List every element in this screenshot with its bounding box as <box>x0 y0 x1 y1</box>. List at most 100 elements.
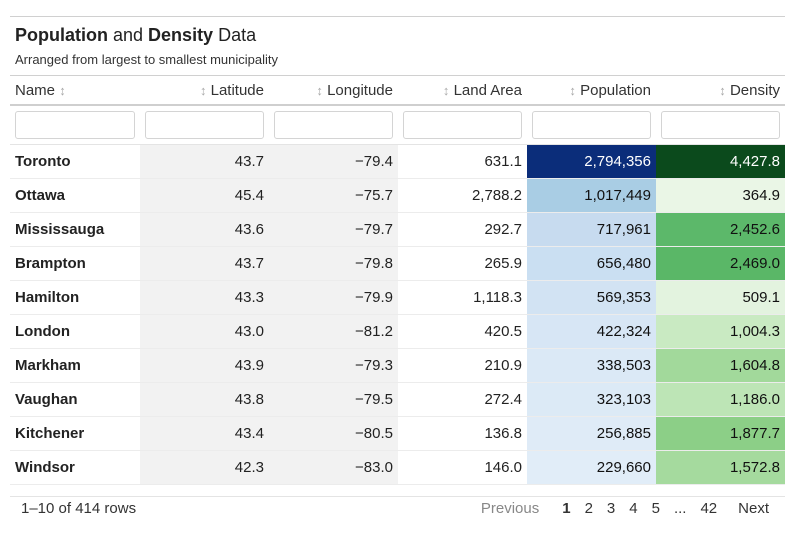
longitude-cell: −81.2 <box>269 314 398 349</box>
previous-page-button[interactable]: Previous <box>480 500 540 517</box>
table-row: Ottawa 45.4 −75.7 2,788.2 1,017,449 364.9 <box>10 178 785 213</box>
filter-cell <box>398 105 527 145</box>
latitude-cell: 43.4 <box>140 416 269 451</box>
city-name-cell: London <box>10 314 140 349</box>
density-cell: 1,877.7 <box>656 416 785 451</box>
title-data: Data <box>213 25 257 45</box>
table-row: Hamilton 43.3 −79.9 1,118.3 569,353 509.1 <box>10 280 785 315</box>
city-name-cell: Toronto <box>10 144 140 179</box>
city-name-cell: Ottawa <box>10 178 140 213</box>
sort-icon: ↕ <box>59 82 66 98</box>
page-button-5[interactable]: 5 <box>651 500 660 517</box>
page-button-1[interactable]: 1 <box>562 500 571 517</box>
density-cell: 2,469.0 <box>656 246 785 281</box>
city-name-cell: Vaughan <box>10 382 140 417</box>
page-title: Population and Density Data <box>15 23 785 47</box>
longitude-cell: −80.5 <box>269 416 398 451</box>
latitude-cell: 43.7 <box>140 144 269 179</box>
population-cell: 323,103 <box>527 382 656 417</box>
page-button-3[interactable]: 3 <box>606 500 616 517</box>
column-header-land-area[interactable]: ↕ Land Area <box>398 75 527 106</box>
longitude-cell: −79.5 <box>269 382 398 417</box>
land-area-cell: 265.9 <box>398 246 527 281</box>
page-button-4[interactable]: 4 <box>629 500 638 517</box>
filter-name-input[interactable] <box>15 111 135 139</box>
land-area-cell: 146.0 <box>398 450 527 485</box>
filter-longitude-input[interactable] <box>274 111 393 139</box>
land-area-cell: 2,788.2 <box>398 178 527 213</box>
table-row: Brampton 43.7 −79.8 265.9 656,480 2,469.0 <box>10 246 785 281</box>
row-count: 1–10 of 414 rows <box>21 500 137 517</box>
sort-icon: ↕ <box>569 82 576 98</box>
column-label: Latitude <box>210 81 264 99</box>
column-label: Name <box>15 81 56 99</box>
population-cell: 338,503 <box>527 348 656 383</box>
population-cell: 422,324 <box>527 314 656 349</box>
top-divider <box>10 16 785 17</box>
page-button-2[interactable]: 2 <box>584 500 593 517</box>
longitude-cell: −79.8 <box>269 246 398 281</box>
filter-density-input[interactable] <box>661 111 780 139</box>
density-cell: 364.9 <box>656 178 785 213</box>
column-label: Longitude <box>327 81 393 99</box>
city-name-cell: Windsor <box>10 450 140 485</box>
pagination: Previous 1 2 3 4 5 ... 42 Next <box>481 500 769 517</box>
page-subtitle: Arranged from largest to smallest munici… <box>15 52 278 67</box>
page-button-42[interactable]: 42 <box>700 500 718 517</box>
table-row: Kitchener 43.4 −80.5 136.8 256,885 1,877.7 <box>10 416 785 451</box>
title-density: Density <box>148 25 214 45</box>
title-and: and <box>108 25 149 45</box>
population-cell: 2,794,356 <box>527 144 656 179</box>
longitude-cell: −75.7 <box>269 178 398 213</box>
filter-land-area-input[interactable] <box>403 111 522 139</box>
city-name-cell: Kitchener <box>10 416 140 451</box>
filter-cell <box>269 105 398 145</box>
column-header-longitude[interactable]: ↕ Longitude <box>269 75 398 106</box>
latitude-cell: 43.7 <box>140 246 269 281</box>
table-row: Toronto 43.7 −79.4 631.1 2,794,356 4,427.8 <box>10 144 785 179</box>
column-label: Land Area <box>453 81 522 99</box>
latitude-cell: 42.3 <box>140 450 269 485</box>
city-name-cell: Brampton <box>10 246 140 281</box>
city-name-cell: Hamilton <box>10 280 140 315</box>
filter-cell <box>10 105 140 145</box>
land-area-cell: 1,118.3 <box>398 280 527 315</box>
population-cell: 256,885 <box>527 416 656 451</box>
filter-cell <box>140 105 269 145</box>
column-label: Population <box>580 81 651 99</box>
population-cell: 1,017,449 <box>527 178 656 213</box>
land-area-cell: 420.5 <box>398 314 527 349</box>
table-row: Mississauga 43.6 −79.7 292.7 717,961 2,452.6 <box>10 212 785 247</box>
density-cell: 1,186.0 <box>656 382 785 417</box>
population-cell: 569,353 <box>527 280 656 315</box>
density-cell: 1,604.8 <box>656 348 785 383</box>
next-page-button[interactable]: Next <box>738 500 769 517</box>
sort-icon: ↕ <box>719 82 726 98</box>
land-area-cell: 136.8 <box>398 416 527 451</box>
column-header-name[interactable]: Name ↕ <box>10 75 140 106</box>
column-header-density[interactable]: ↕ Density <box>656 75 785 106</box>
longitude-cell: −79.9 <box>269 280 398 315</box>
filter-cell <box>656 105 785 145</box>
land-area-cell: 210.9 <box>398 348 527 383</box>
longitude-cell: −79.7 <box>269 212 398 247</box>
land-area-cell: 272.4 <box>398 382 527 417</box>
header-row: Name ↕ ↕ Latitude ↕ Longitude ↕ Land Are… <box>10 75 785 106</box>
population-cell: 229,660 <box>527 450 656 485</box>
column-header-population[interactable]: ↕ Population <box>527 75 656 106</box>
city-name-cell: Markham <box>10 348 140 383</box>
page-ellipsis: ... <box>673 500 687 517</box>
land-area-cell: 631.1 <box>398 144 527 179</box>
density-cell: 509.1 <box>656 280 785 315</box>
filter-latitude-input[interactable] <box>145 111 264 139</box>
table-widget: Population and Density Data Arranged fro… <box>10 16 785 485</box>
sort-icon: ↕ <box>199 82 207 98</box>
table-row: Vaughan 43.8 −79.5 272.4 323,103 1,186.0 <box>10 382 785 417</box>
filter-population-input[interactable] <box>532 111 651 139</box>
data-table: Name ↕ ↕ Latitude ↕ Longitude ↕ Land Are… <box>10 75 785 485</box>
density-cell: 4,427.8 <box>656 144 785 179</box>
filter-cell <box>527 105 656 145</box>
population-cell: 717,961 <box>527 212 656 247</box>
filter-row <box>10 105 785 145</box>
column-header-latitude[interactable]: ↕ Latitude <box>140 75 269 106</box>
